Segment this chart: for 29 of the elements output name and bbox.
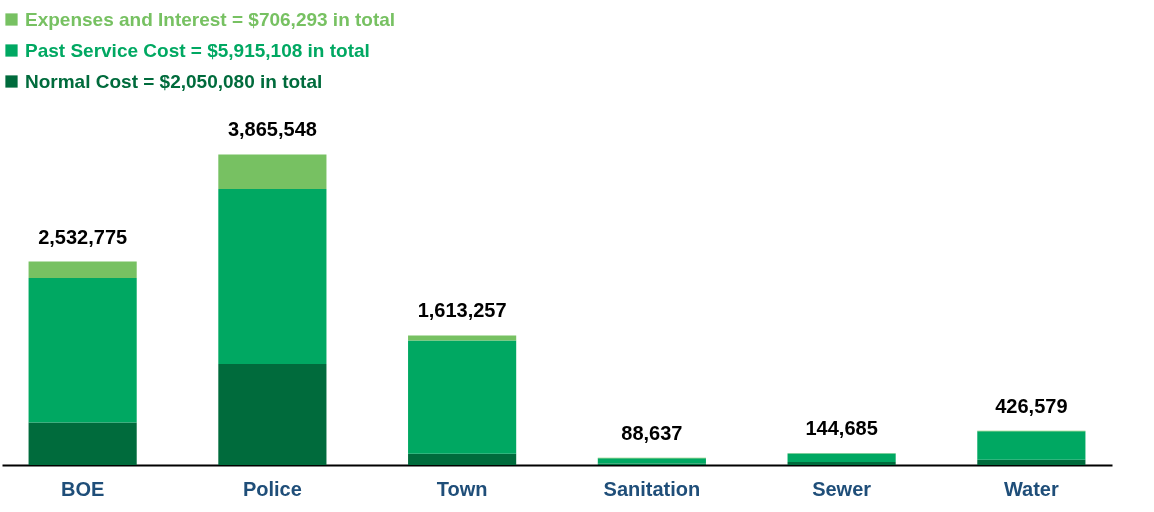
x-tick-label: Water (1003, 477, 1059, 500)
x-tick-label: Town (436, 477, 488, 500)
bar (28, 422, 137, 465)
bar (408, 340, 517, 454)
bar (408, 335, 517, 341)
bar (218, 154, 327, 189)
bar (977, 459, 1086, 465)
x-tick-label: Sanitation (603, 477, 701, 500)
bar (218, 188, 327, 365)
bar (977, 431, 1086, 460)
annotation: 1,613,257 (417, 299, 507, 322)
bar (597, 458, 706, 464)
legend-label: Past Service Cost = $5,915,108 in total (25, 39, 370, 61)
annotation: 144,685 (805, 417, 878, 440)
bar (218, 364, 327, 465)
annotation: 88,637 (621, 421, 683, 444)
legend-label: Normal Cost = $2,050,080 in total (25, 70, 323, 92)
bar (787, 461, 896, 465)
bar (28, 261, 137, 279)
legend-label: Expenses and Interest = $706,293 in total (25, 8, 396, 30)
bar (408, 453, 517, 465)
bar (28, 278, 137, 423)
x-tick-label: BOE (60, 477, 105, 500)
annotation: 3,865,548 (227, 118, 317, 141)
x-tick-label: Police (242, 477, 302, 500)
bar (787, 453, 896, 462)
x-tick-label: Sewer (812, 477, 872, 500)
annotation: 426,579 (995, 394, 1068, 417)
annotation: 2,532,775 (38, 225, 128, 248)
